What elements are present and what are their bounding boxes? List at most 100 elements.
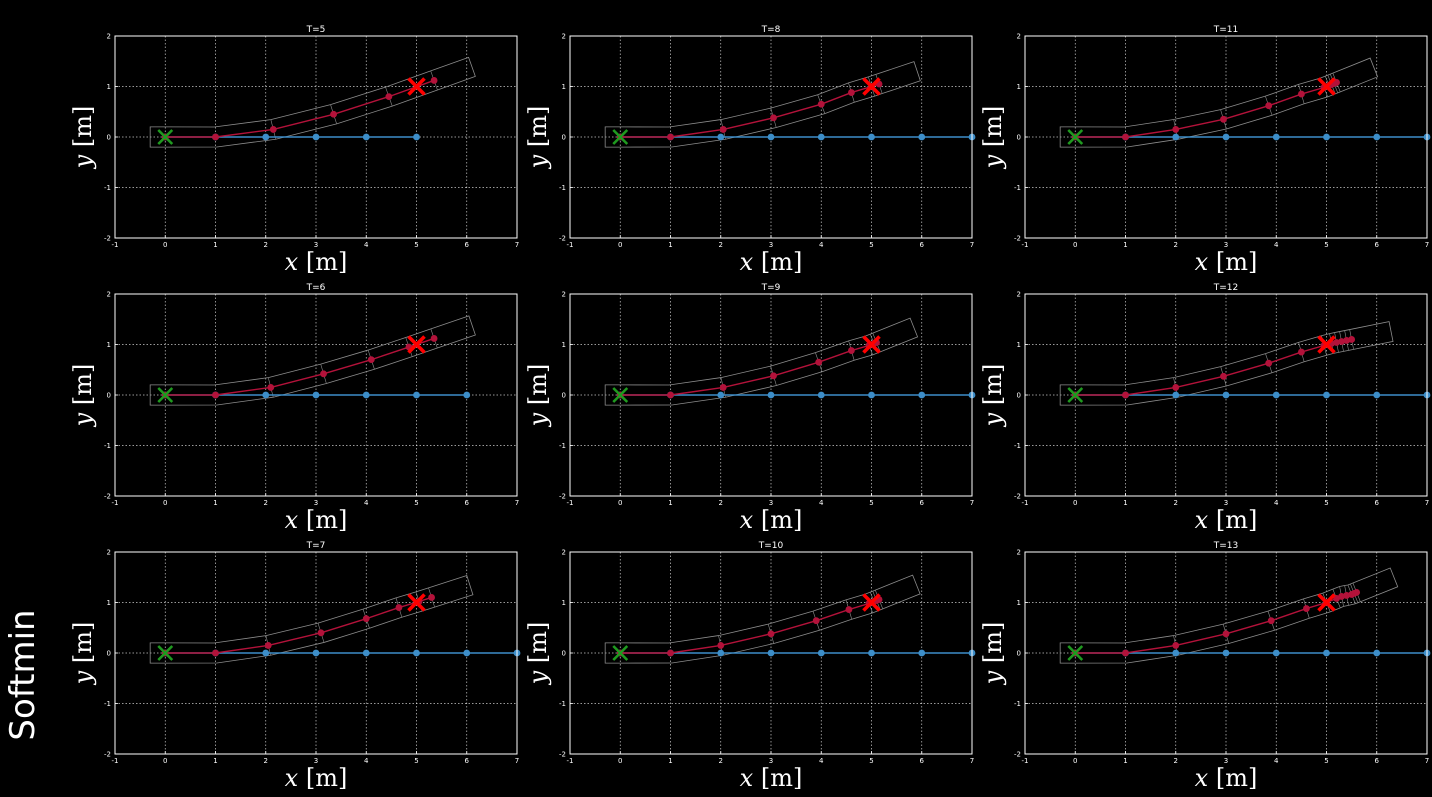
trajectory-point <box>1122 133 1129 141</box>
reference-point <box>463 649 471 657</box>
reference-point <box>362 649 370 657</box>
x-tick-label: 0 <box>1073 757 1077 765</box>
start-marker <box>612 387 629 403</box>
reference-point <box>1373 133 1381 141</box>
trajectory-point <box>1172 126 1180 133</box>
subplot-title: T=5 <box>306 25 326 35</box>
goal-marker <box>862 335 881 354</box>
x-tick-label: 4 <box>364 499 369 507</box>
y-tick-label: -2 <box>559 235 566 243</box>
goal-marker <box>862 593 881 612</box>
trajectory-point <box>719 384 727 391</box>
reference-point <box>463 391 471 399</box>
x-tick-label: 3 <box>314 757 318 765</box>
x-axis-label: x [m] <box>740 248 803 276</box>
trajectory-point <box>1333 79 1340 86</box>
x-tick-label: 5 <box>414 241 418 249</box>
x-tick-label: 3 <box>314 499 318 507</box>
goal-marker <box>407 593 426 612</box>
x-tick-label: 7 <box>1425 241 1429 249</box>
trajectory-point <box>264 642 272 649</box>
y-tick-label: 2 <box>562 33 566 41</box>
x-tick-label: 3 <box>314 241 318 249</box>
trajectory-point <box>1122 391 1129 399</box>
start-marker <box>157 645 174 661</box>
vehicle-footprint <box>1059 57 1379 148</box>
x-axis-label: x [m] <box>740 764 803 792</box>
trajectory-point <box>817 100 825 108</box>
x-tick-label: -1 <box>112 241 119 249</box>
trajectory-point <box>845 606 853 613</box>
x-tick-label: 6 <box>465 499 470 507</box>
trajectory-line <box>1075 338 1352 396</box>
vehicle-footprint <box>604 61 921 148</box>
trajectory-point <box>395 604 403 611</box>
x-tick-label: 1 <box>1123 241 1127 249</box>
x-axis-label: x [m] <box>1195 506 1258 534</box>
y-tick-label: -1 <box>1014 700 1021 708</box>
x-tick-label: 4 <box>819 499 824 507</box>
x-tick-label: 5 <box>869 241 873 249</box>
x-tick-label: 6 <box>920 499 925 507</box>
trajectory-point <box>428 594 435 601</box>
trajectory-point <box>430 77 438 84</box>
x-tick-label: -1 <box>567 499 574 507</box>
y-tick-label: -1 <box>559 700 566 708</box>
x-tick-label: 2 <box>264 241 268 249</box>
x-tick-label: 7 <box>515 241 519 249</box>
trajectory-point <box>212 133 219 141</box>
trajectory-point <box>1265 359 1273 367</box>
reference-point <box>767 133 775 141</box>
y-tick-label: 0 <box>1017 392 1021 400</box>
reference-point <box>817 391 825 399</box>
trajectory-point <box>212 649 219 657</box>
reference-point <box>362 391 370 399</box>
reference-point <box>262 133 270 141</box>
y-axis-label: y [m] <box>979 364 1007 428</box>
y-tick-label: 2 <box>107 549 111 557</box>
y-tick-label: 1 <box>562 599 566 607</box>
subplot-title: T=9 <box>761 283 781 293</box>
y-tick-label: 1 <box>107 599 111 607</box>
x-tick-label: 2 <box>1174 499 1178 507</box>
x-tick-label: 6 <box>465 241 470 249</box>
reference-point <box>868 391 875 399</box>
start-marker <box>1067 387 1084 403</box>
reference-point <box>717 133 725 141</box>
x-tick-label: 3 <box>769 757 773 765</box>
x-tick-label: 2 <box>264 499 268 507</box>
x-tick-label: 3 <box>769 499 773 507</box>
start-marker <box>612 645 629 661</box>
reference-point <box>918 133 926 141</box>
reference-point <box>312 649 320 657</box>
x-tick-label: 1 <box>1123 499 1127 507</box>
trajectory-point <box>1348 336 1356 343</box>
subplot-title: T=6 <box>306 283 326 293</box>
goal-marker <box>1317 593 1336 612</box>
reference-point <box>312 133 320 141</box>
x-tick-label: 2 <box>719 757 723 765</box>
y-tick-label: 0 <box>562 134 566 142</box>
reference-point <box>1373 649 1381 657</box>
trajectory-point <box>1172 384 1180 391</box>
trajectory-line <box>1075 81 1337 138</box>
y-axis-label: y [m] <box>69 622 97 686</box>
reference-point <box>1222 133 1230 141</box>
reference-point <box>1172 133 1180 141</box>
x-tick-label: 1 <box>213 499 217 507</box>
x-tick-label: 7 <box>515 757 519 765</box>
reference-point <box>1172 391 1180 399</box>
y-tick-label: 1 <box>107 341 111 349</box>
reference-point <box>1222 391 1230 399</box>
y-tick-label: 0 <box>107 392 111 400</box>
trajectory-point <box>1222 630 1230 638</box>
x-axis-label: x [m] <box>1195 248 1258 276</box>
trajectory-point <box>269 126 277 133</box>
x-tick-label: 7 <box>970 757 974 765</box>
x-tick-label: 4 <box>1274 499 1279 507</box>
x-tick-label: 1 <box>668 757 672 765</box>
y-tick-label: -1 <box>559 442 566 450</box>
